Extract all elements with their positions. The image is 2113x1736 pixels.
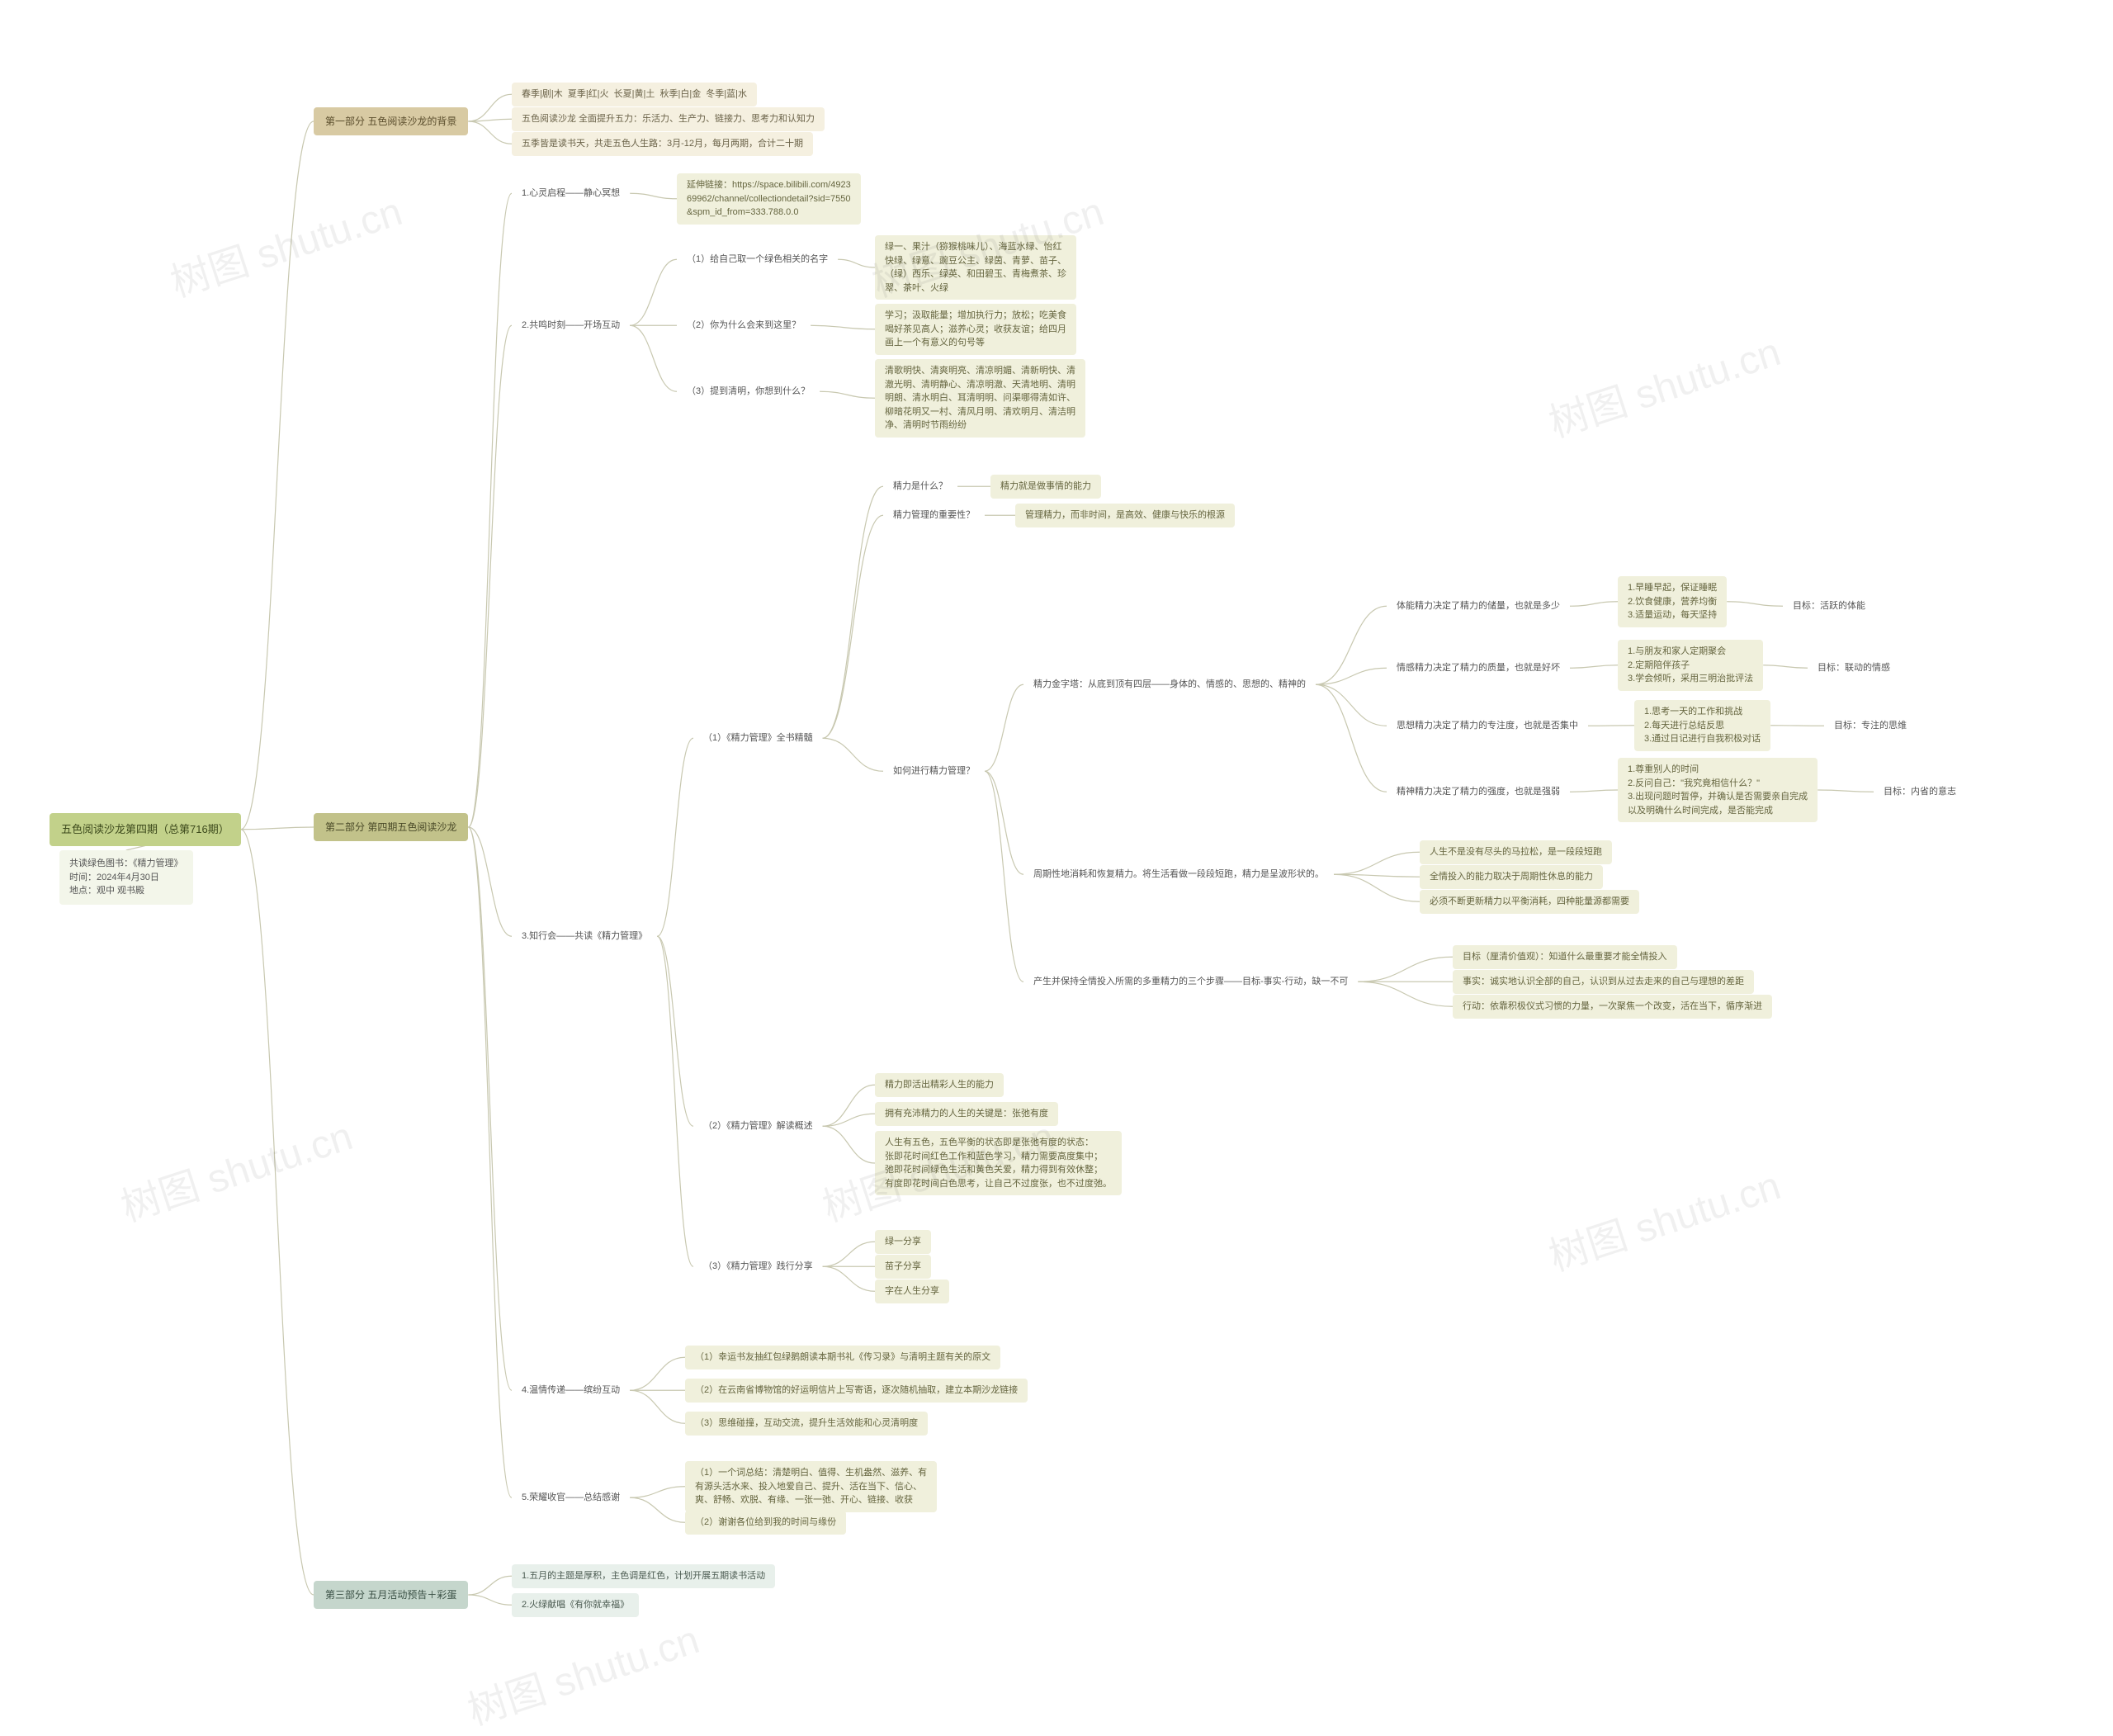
node-r: 五色阅读沙龙第四期（总第716期）: [50, 813, 241, 846]
node-s23b: （2）《精力管理》解读概述: [693, 1114, 823, 1138]
node-pyr1a: 1.早睡早起，保证睡眠 2.饮食健康，营养均衡 3.适量运动，每天坚持: [1618, 576, 1727, 627]
node-s23c3: 字在人生分享: [875, 1280, 949, 1303]
node-p1a: 春季|剧|木 夏季|红|火 长夏|黄|土 秋季|白|金 冬季|蓝|水: [512, 83, 757, 106]
node-q1: 精力是什么？: [883, 475, 957, 499]
node-s25: 5.荣耀收官——总结感谢: [512, 1486, 630, 1510]
node-cyc: 周期性地消耗和恢复精力。将生活看做一段段短跑，精力是呈波形状的。: [1023, 863, 1334, 887]
node-s24a: （1）幸运书友抽红包绿鹅朗读本期书礼《传习录》与清明主题有关的原文: [685, 1346, 1000, 1369]
node-pyr: 精力金字塔：从底到顶有四层——身体的、情感的、思想的、精神的: [1023, 673, 1316, 697]
node-s22b: （2）你为什么会来到这里？: [677, 314, 811, 338]
node-p1c: 五季皆是读书天，共走五色人生路：3月-12月，每月两期，合计二十期: [512, 132, 813, 156]
node-s22b1: 学习；汲取能量；增加执行力；放松；吃美食 喝好茶见高人；滋养心灵；收获友谊；给四…: [875, 304, 1076, 355]
node-cyc1: 人生不是没有尽头的马拉松，是一段段短跑: [1420, 840, 1612, 864]
node-s22c1: 清歌明快、清爽明亮、清凉明媚、清新明快、清 澈光明、清明静心、清凉明澈、天清地明…: [875, 359, 1085, 438]
node-pyr4: 精神精力决定了精力的强度，也就是强弱: [1387, 780, 1570, 804]
node-pyr4g: 目标：内省的意志: [1874, 780, 1966, 804]
node-s23b1: 精力即活出精彩人生的能力: [875, 1073, 1004, 1097]
node-q2: 精力管理的重要性？: [883, 504, 985, 527]
node-q3: 如何进行精力管理？: [883, 759, 985, 783]
node-s25b: （2）谢谢各位给到我的时间与缘份: [685, 1511, 846, 1535]
node-pyr4a: 1.尊重别人的时间 2.反问自己："我究竟相信什么？" 3.出现问题时暂停，并确…: [1618, 758, 1818, 822]
node-stp3: 行动：依靠积极仪式习惯的力量，一次聚焦一个改变，活在当下，循序渐进: [1453, 995, 1772, 1019]
node-q2a: 管理精力，而非时间，是高效、健康与快乐的根源: [1015, 504, 1235, 527]
node-p1b: 五色阅读沙龙 全面提升五力：乐活力、生产力、链接力、思考力和认知力: [512, 107, 825, 131]
node-s24c: （3）思维碰撞，互动交流，提升生活效能和心灵清明度: [685, 1412, 928, 1436]
node-p2: 第二部分 第四期五色阅读沙龙: [314, 813, 468, 841]
node-s22a: （1）给自己取一个绿色相关的名字: [677, 248, 838, 272]
node-s23c1: 绿一分享: [875, 1230, 931, 1254]
node-pyr3g: 目标：专注的思维: [1824, 714, 1917, 738]
node-pyr2g: 目标：联动的情感: [1808, 656, 1900, 680]
mindmap-canvas: 五色阅读沙龙第四期（总第716期） 共读绿色图书：《精力管理》 时间：2024年4…: [0, 0, 2113, 1730]
node-s22c: （3）提到清明，你想到什么？: [677, 380, 820, 404]
node-pyr2a: 1.与朋友和家人定期聚会 2.定期陪伴孩子 3.学会倾听，采用三明治批评法: [1618, 640, 1763, 691]
node-p3b: 2.火绿献唱《有你就幸福》: [512, 1593, 639, 1617]
node-s23c2: 苗子分享: [875, 1255, 931, 1279]
node-cyc3: 必须不断更新精力以平衡消耗，四种能量源都需要: [1420, 890, 1639, 914]
node-s25a: （1）一个词总结：清楚明白、值得、生机盎然、滋养、有 有源头活水来、投入地爱自己…: [685, 1461, 937, 1512]
node-pyr2: 情感精力决定了精力的质量，也就是好坏: [1387, 656, 1570, 680]
node-pyr1: 体能精力决定了精力的储量，也就是多少: [1387, 594, 1570, 618]
node-pyr1g: 目标：活跃的体能: [1783, 594, 1875, 618]
node-s21: 1.心灵启程——静心冥想: [512, 182, 630, 206]
node-s24b: （2）在云南省博物馆的好运明信片上写寄语，逐次随机抽取，建立本期沙龙链接: [685, 1379, 1028, 1403]
node-s23a: （1）《精力管理》全书精髓: [693, 726, 823, 750]
node-pyr3: 思想精力决定了精力的专注度，也就是否集中: [1387, 714, 1588, 738]
node-p1: 第一部分 五色阅读沙龙的背景: [314, 107, 468, 135]
node-s24: 4.温情传递——缤纷互动: [512, 1379, 630, 1403]
node-cyc2: 全情投入的能力取决于周期性休息的能力: [1420, 865, 1603, 889]
node-sub: 共读绿色图书：《精力管理》 时间：2024年4月30日 地点：观中 观书殿: [59, 850, 193, 905]
node-p3: 第三部分 五月活动预告＋彩蛋: [314, 1581, 468, 1609]
node-s23c: （3）《精力管理》践行分享: [693, 1255, 823, 1279]
node-stp: 产生并保持全情投入所需的多重精力的三个步骤——目标-事实-行动，缺一不可: [1023, 970, 1358, 994]
node-s21a: 延伸链接：https://space.bilibili.com/4923 699…: [677, 173, 861, 225]
node-s23b2: 拥有充沛精力的人生的关键是：张弛有度: [875, 1102, 1058, 1126]
node-s22: 2.共鸣时刻——开场互动: [512, 314, 630, 338]
node-q1a: 精力就是做事情的能力: [990, 475, 1101, 499]
node-s22a1: 绿一、果汁（猕猴桃味儿）、海蓝水绿、怡红 快绿、绿意、豌豆公主、绿茵、青萝、苗子…: [875, 235, 1076, 300]
node-s23b3: 人生有五色，五色平衡的状态即是张弛有度的状态： 张即花时间红色工作和蓝色学习，精…: [875, 1131, 1122, 1195]
node-stp1: 目标（厘清价值观）：知道什么最重要才能全情投入: [1453, 945, 1677, 969]
node-s23: 3.知行会——共读《精力管理》: [512, 925, 657, 948]
node-p3a: 1.五月的主题是厚积，主色调是红色，计划开展五期读书活动: [512, 1564, 775, 1588]
node-stp2: 事实：诚实地认识全部的自己，认识到从过去走来的自己与理想的差距: [1453, 970, 1754, 994]
node-pyr3a: 1.思考一天的工作和挑战 2.每天进行总结反思 3.通过日记进行自我积极对话: [1634, 700, 1770, 751]
